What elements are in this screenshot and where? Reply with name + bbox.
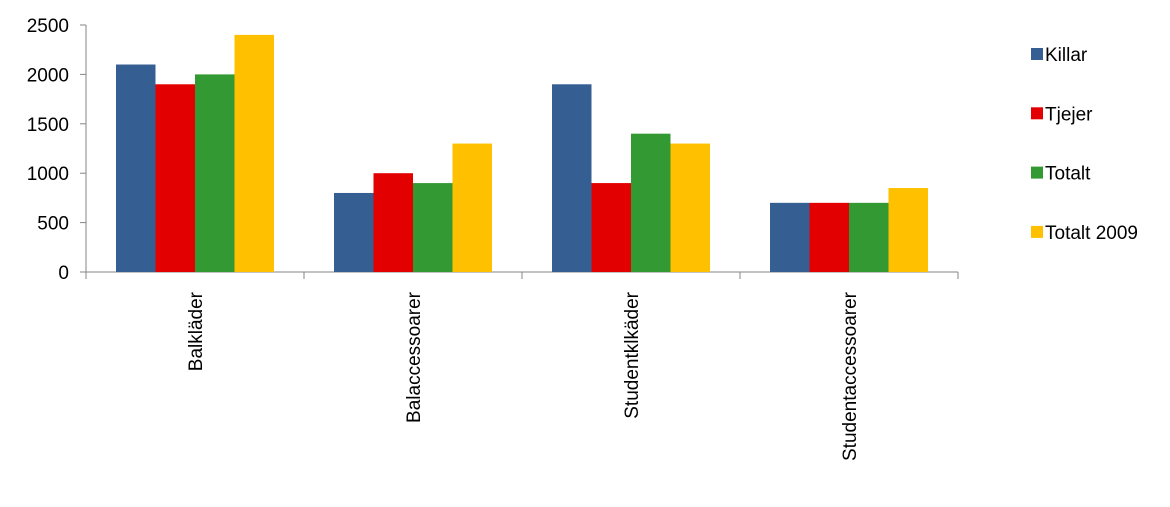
x-tick-label: Balaccessoarer — [404, 291, 425, 423]
bar — [155, 84, 195, 272]
legend-swatch — [1031, 48, 1043, 60]
bar — [116, 64, 156, 273]
y-tick-label: 1500 — [27, 115, 69, 136]
legend-label: Totalt 2009 — [1045, 223, 1138, 244]
bar — [373, 173, 413, 272]
y-tick-label: 0 — [58, 263, 69, 284]
y-axis: 0 500 1000 1500 2000 2500 — [27, 16, 87, 284]
bar — [234, 34, 274, 272]
bar — [552, 84, 592, 272]
bar — [670, 143, 710, 272]
legend-label: Killar — [1045, 45, 1088, 66]
y-tick-label: 1000 — [27, 164, 69, 185]
bar — [413, 183, 453, 272]
bar — [195, 74, 235, 273]
y-tick-label: 2000 — [27, 65, 69, 86]
bar — [809, 202, 849, 272]
bar — [631, 133, 671, 272]
x-tick-label: Studentklkäder — [622, 291, 643, 418]
x-tick-label: Studentaccessoarer — [840, 291, 861, 461]
legend-label: Tjejer — [1045, 104, 1093, 125]
legend-swatch — [1031, 107, 1043, 120]
legend-swatch — [1031, 225, 1043, 238]
bars — [116, 34, 928, 273]
bar — [849, 202, 889, 272]
bar — [452, 143, 492, 272]
y-tick-label: 2500 — [27, 16, 69, 37]
bar — [888, 188, 928, 272]
legend-swatch — [1031, 166, 1043, 179]
legend-label: Totalt — [1045, 164, 1091, 185]
bar — [334, 192, 374, 272]
x-axis: Balkläder Balaccessoarer Studentklkäder Stu… — [85, 271, 959, 461]
legend: Killar Tjejer Totalt Totalt 2009 — [1031, 45, 1138, 244]
bar — [770, 202, 810, 272]
x-tick-label: Balkläder — [186, 291, 207, 371]
y-tick-label: 500 — [37, 214, 69, 235]
bar — [591, 183, 631, 272]
